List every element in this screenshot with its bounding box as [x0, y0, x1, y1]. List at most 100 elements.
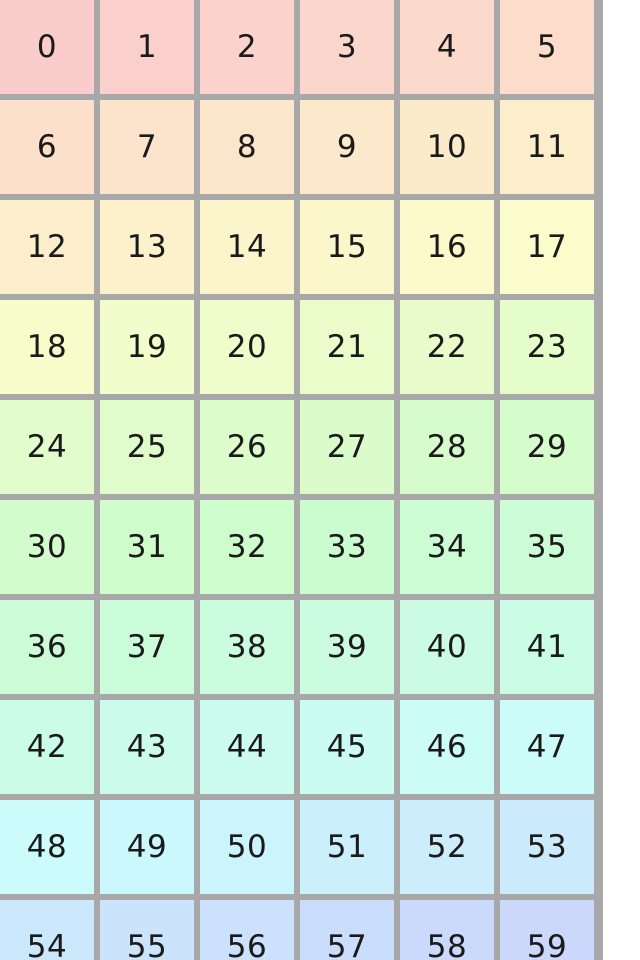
grid-cell[interactable]: 6 [0, 97, 97, 197]
grid-cell-label: 51 [326, 828, 368, 865]
grid-cell-label: 16 [426, 228, 468, 265]
grid-cell[interactable]: 27 [297, 397, 397, 497]
grid-cell-label: 58 [426, 928, 468, 960]
grid-cell[interactable]: 10 [397, 97, 497, 197]
grid-cell[interactable]: 8 [197, 97, 297, 197]
grid-cell[interactable]: 19 [97, 297, 197, 397]
grid-cell[interactable]: 28 [397, 397, 497, 497]
grid-cell[interactable]: 32 [197, 497, 297, 597]
grid-cell-label: 22 [426, 328, 468, 365]
grid-cell[interactable]: 21 [297, 297, 397, 397]
grid-cell[interactable]: 18 [0, 297, 97, 397]
grid-cell[interactable]: 57 [297, 897, 397, 960]
grid-cell[interactable]: 5 [497, 0, 597, 97]
grid-cell[interactable]: 31 [97, 497, 197, 597]
grid-cell-label: 47 [526, 728, 568, 765]
grid-cell[interactable]: 9 [297, 97, 397, 197]
grid-cell[interactable]: 37 [97, 597, 197, 697]
grid-cell[interactable]: 36 [0, 597, 97, 697]
grid-cell-label: 52 [426, 828, 468, 865]
grid-cell-label: 26 [226, 428, 268, 465]
grid-cell[interactable]: 52 [397, 797, 497, 897]
grid-cell-label: 30 [26, 528, 68, 565]
grid-cell-label: 24 [26, 428, 68, 465]
grid-cell-label: 11 [526, 128, 568, 165]
grid-cell-label: 53 [526, 828, 568, 865]
grid-cell-label: 55 [126, 928, 168, 960]
grid-cell-label: 41 [526, 628, 568, 665]
grid-cell-label: 19 [126, 328, 168, 365]
grid-cell-label: 56 [226, 928, 268, 960]
grid-cell-label: 32 [226, 528, 268, 565]
grid-cell-label: 6 [36, 128, 58, 165]
grid-cell-label: 46 [426, 728, 468, 765]
grid-cell[interactable]: 54 [0, 897, 97, 960]
grid-cell[interactable]: 42 [0, 697, 97, 797]
grid-cell[interactable]: 44 [197, 697, 297, 797]
grid-cell[interactable]: 7 [97, 97, 197, 197]
grid-cell[interactable]: 3 [297, 0, 397, 97]
grid-cell[interactable]: 25 [97, 397, 197, 497]
grid-cell-label: 36 [26, 628, 68, 665]
grid-cell[interactable]: 53 [497, 797, 597, 897]
grid-cell[interactable]: 51 [297, 797, 397, 897]
grid-cell-label: 35 [526, 528, 568, 565]
grid-cell-label: 27 [326, 428, 368, 465]
grid-cell-label: 38 [226, 628, 268, 665]
number-grid: 0 1 2 3 4 5 6 7 8 9 10 11 12 13 14 15 16 17 18 19 20 21 22 23 24… [0, 0, 603, 960]
grid-cell[interactable]: 33 [297, 497, 397, 597]
grid-cell[interactable]: 45 [297, 697, 397, 797]
grid-cell[interactable]: 59 [497, 897, 597, 960]
grid-cell-label: 28 [426, 428, 468, 465]
grid-cell[interactable]: 16 [397, 197, 497, 297]
grid-cell-label: 0 [36, 28, 58, 65]
grid-cell[interactable]: 50 [197, 797, 297, 897]
grid-cell[interactable]: 29 [497, 397, 597, 497]
grid-cell[interactable]: 34 [397, 497, 497, 597]
grid-cell[interactable]: 2 [197, 0, 297, 97]
grid-cell-label: 37 [126, 628, 168, 665]
grid-cell[interactable]: 46 [397, 697, 497, 797]
grid-cell-label: 12 [26, 228, 68, 265]
grid-cell[interactable]: 14 [197, 197, 297, 297]
grid-cell[interactable]: 12 [0, 197, 97, 297]
grid-cell-label: 15 [326, 228, 368, 265]
grid-cell-label: 39 [326, 628, 368, 665]
grid-cell[interactable]: 40 [397, 597, 497, 697]
grid-cell-label: 9 [336, 128, 358, 165]
grid-cell-label: 2 [236, 28, 258, 65]
grid-cell[interactable]: 48 [0, 797, 97, 897]
grid-cell[interactable]: 39 [297, 597, 397, 697]
grid-cell[interactable]: 20 [197, 297, 297, 397]
grid-cell[interactable]: 30 [0, 497, 97, 597]
grid-cell-label: 18 [26, 328, 68, 365]
grid-cell[interactable]: 24 [0, 397, 97, 497]
grid-cell[interactable]: 38 [197, 597, 297, 697]
grid-cell-label: 43 [126, 728, 168, 765]
grid-cell-label: 29 [526, 428, 568, 465]
grid-cell[interactable]: 35 [497, 497, 597, 597]
grid-cell[interactable]: 49 [97, 797, 197, 897]
grid-cell[interactable]: 15 [297, 197, 397, 297]
grid-cell-label: 13 [126, 228, 168, 265]
grid-cell[interactable]: 22 [397, 297, 497, 397]
grid-cell[interactable]: 23 [497, 297, 597, 397]
grid-cell[interactable]: 43 [97, 697, 197, 797]
grid-cell[interactable]: 11 [497, 97, 597, 197]
grid-cell-label: 25 [126, 428, 168, 465]
grid-cell[interactable]: 55 [97, 897, 197, 960]
grid-cell[interactable]: 4 [397, 0, 497, 97]
grid-cell-label: 45 [326, 728, 368, 765]
grid-cell[interactable]: 56 [197, 897, 297, 960]
grid-cell[interactable]: 41 [497, 597, 597, 697]
grid-cell[interactable]: 17 [497, 197, 597, 297]
grid-cell-label: 31 [126, 528, 168, 565]
grid-cell[interactable]: 47 [497, 697, 597, 797]
grid-cell[interactable]: 26 [197, 397, 297, 497]
grid-cell[interactable]: 0 [0, 0, 97, 97]
grid-cell[interactable]: 1 [97, 0, 197, 97]
grid-cell-label: 10 [426, 128, 468, 165]
grid-cell[interactable]: 13 [97, 197, 197, 297]
grid-cell[interactable]: 58 [397, 897, 497, 960]
